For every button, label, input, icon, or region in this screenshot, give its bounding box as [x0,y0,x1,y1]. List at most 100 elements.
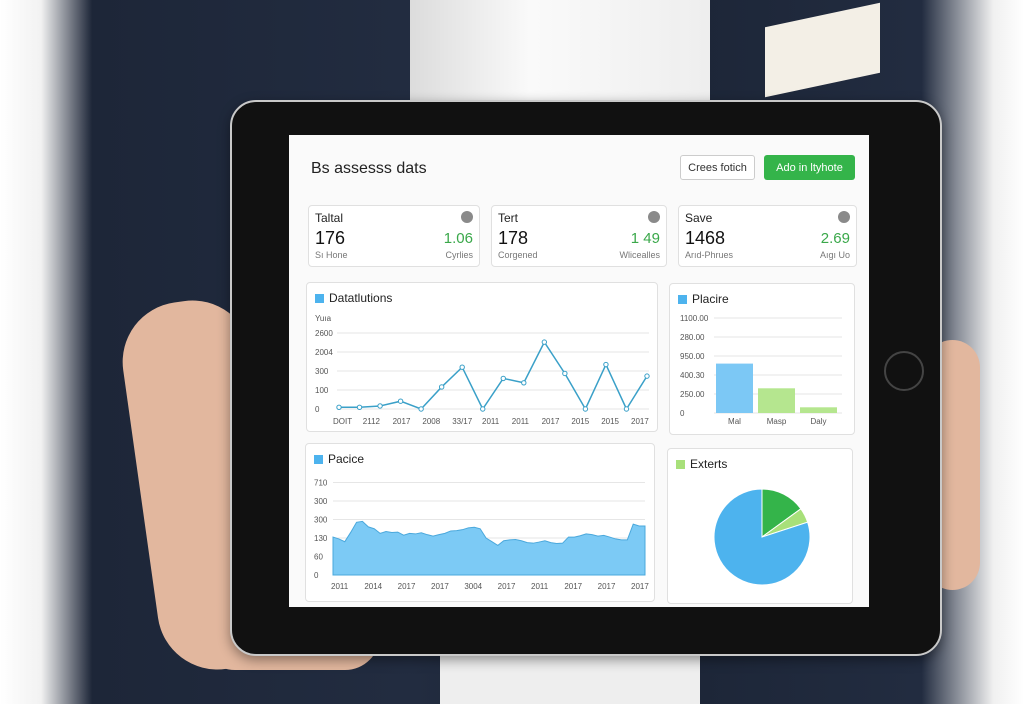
data-line [339,340,648,411]
y-tick-label: 300 [314,516,328,525]
info-icon[interactable] [461,211,473,223]
chart-title: Datatlutions [315,291,392,305]
line-chart: Yuıa 0 100 300 2004 2600 DOIT 2112 2017 2008 33/17… [315,314,650,426]
y-tick-label: 250.00 [680,390,705,399]
bar-chart: 0 250.00 400.30 950.00 280.00 1100.00 Mal Masp D… [680,314,842,426]
pie-slice [713,488,811,586]
data-point [521,380,527,386]
kpi-delta: 2.69 [820,230,850,247]
chart-title: Exterts [676,457,727,471]
x-tick-label: 2011 [331,582,349,591]
pie-chart-card: Exterts [667,448,853,604]
x-tick-label: 2008 [422,417,440,426]
y-tick-label: 300 [314,497,328,506]
kpi-sub-right: Aıgı Uo [819,250,850,260]
kpi-card: Save 1468 2.69 Arıd-Phrues Aıgı Uo [678,205,857,267]
chart-title-text: Pacice [328,452,365,466]
secondary-button[interactable]: Crees fotich [680,155,755,180]
legend-swatch [315,293,324,303]
data-point [459,364,465,370]
legend-swatch [676,459,685,469]
x-tick-label: 3004 [464,582,482,591]
y-axis-label: Yuıa [315,314,332,323]
x-tick-label: DOIT [333,417,352,426]
kpi-delta: 1 49 [630,230,660,247]
kpi-sub-left: Sı Hone [315,250,348,260]
chart-title-text: Placire [692,292,729,306]
x-tick-label: 2011 [531,582,549,591]
y-tick-label: 100 [315,386,329,395]
bar [716,363,753,413]
data-point [377,403,383,409]
kpi-sub-right: Cyrlies [445,250,473,260]
y-tick-label: 0 [680,409,685,418]
shirt [410,0,710,110]
chart-title: Pacice [314,452,364,466]
x-tick-label: 2112 [363,417,381,426]
chart-title: Placire [678,292,729,306]
x-tick-label: 2014 [364,582,382,591]
kpi-value: 176 [315,228,346,248]
bar [758,388,795,413]
x-tick-label: 2017 [542,417,560,426]
area-chart-card: Pacice 0 60 130 300 300 710 2011 2014 2017 2017 30… [305,443,655,602]
primary-button[interactable]: Ado in ltyhote [764,155,855,180]
y-tick-label: 300 [315,367,329,376]
data-point [562,370,568,377]
data-point [582,406,589,412]
x-tick-label: 2017 [564,582,582,591]
kpi-label: Save [685,211,713,225]
bar [800,407,837,413]
data-point [356,404,363,410]
x-tick-label: 2017 [598,582,616,591]
chart-title-text: Datatlutions [329,291,393,305]
home-button[interactable] [884,351,924,391]
x-tick-label: 2017 [393,417,411,426]
data-point [644,373,650,379]
data-point [623,406,630,412]
y-tick-label: 2600 [315,329,333,338]
x-tick-label: Masp [767,417,787,426]
data-point [480,406,486,412]
kpi-value: 178 [498,228,529,248]
page-title: Bs assesss dats [311,160,427,177]
data-area [332,520,646,576]
data-point [418,406,424,412]
x-tick-label: 2017 [631,417,649,426]
info-icon[interactable] [838,211,850,223]
y-tick-label: 0 [314,571,319,580]
x-tick-label: 2017 [631,582,649,591]
kpi-label: Tert [498,211,519,225]
kpi-sub-left: Arıd-Phrues [685,250,734,260]
x-tick-label: Mal [728,417,741,426]
y-tick-label: 2004 [315,348,333,357]
y-tick-label: 130 [314,534,328,543]
data-point [500,375,506,382]
data-point [438,384,445,390]
data-point [603,361,609,368]
info-icon[interactable] [648,211,660,223]
x-tick-label: 2017 [398,582,416,591]
x-tick-label: 2017 [498,582,516,591]
kpi-value: 1468 [685,228,726,248]
kpi-label: Taltal [315,211,344,225]
x-tick-label: 33/17 [452,417,473,426]
y-tick-label: 280.00 [680,333,705,342]
y-tick-label: 60 [314,553,323,562]
kpi-card: Tert 178 1 49 Corgened Wlicealles [491,205,667,267]
x-tick-label: 2015 [571,417,589,426]
kpi-sub-left: Corgened [498,250,538,260]
x-tick-label: Daly [810,417,826,426]
y-tick-label: 1100.00 [680,314,709,323]
chart-title-text: Exterts [690,457,728,471]
y-tick-label: 950.00 [680,352,705,361]
data-point [397,398,404,404]
x-tick-label: 2015 [601,417,619,426]
legend-swatch [678,294,687,304]
x-tick-label: 2017 [431,582,449,591]
y-tick-label: 0 [315,405,320,414]
area-chart: 0 60 130 300 300 710 2011 2014 2017 2017 3004 2017 2… [314,479,649,592]
data-point [541,339,548,345]
kpi-delta: 1.06 [443,230,473,247]
line-chart-card: Datatlutions Yuıa 0 100 300 2004 2600 DOIT 2112… [306,282,658,432]
